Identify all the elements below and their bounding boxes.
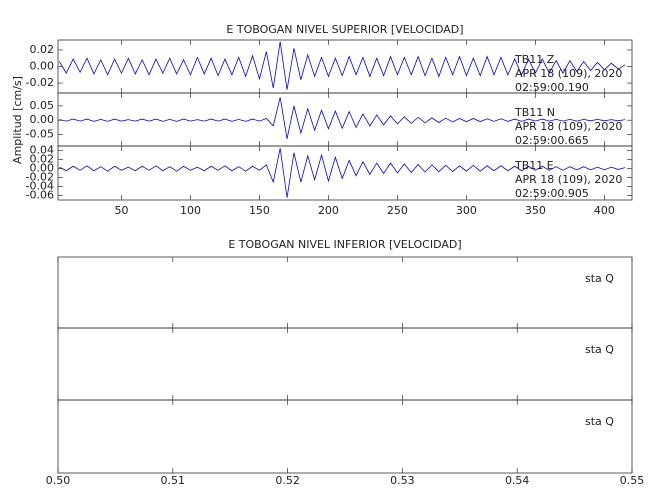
- y-tick-label: 0.00: [30, 113, 55, 126]
- x-tick-label: 0.55: [620, 474, 645, 487]
- x-tick-label: 300: [456, 204, 477, 217]
- y-tick-label: 0.04: [30, 144, 55, 157]
- waveform: [59, 97, 626, 139]
- panel-frame: [57, 327, 633, 401]
- annotation: TB11 Z: [514, 53, 555, 66]
- y-tick-label: 0.02: [30, 153, 55, 166]
- y-tick-label: 0.02: [30, 43, 55, 56]
- y-tick-label: 0.00: [30, 60, 55, 73]
- annotation: TB11 N: [514, 106, 555, 119]
- y-axis-label: Amplitud [cm/s]: [11, 76, 24, 164]
- x-tick-label: 400: [594, 204, 615, 217]
- y-tick-label: 0.05: [30, 99, 55, 112]
- chart-title: E TOBOGAN NIVEL SUPERIOR [VELOCIDAD]: [226, 23, 463, 36]
- x-tick-label: 200: [318, 204, 339, 217]
- waveform: [59, 148, 626, 198]
- y-tick-label: -0.02: [26, 171, 54, 184]
- waveform: [59, 41, 626, 90]
- chart-title: E TOBOGAN NIVEL INFERIOR [VELOCIDAD]: [228, 238, 461, 251]
- x-tick-label: 0.50: [46, 474, 71, 487]
- y-tick-label: -0.05: [26, 128, 54, 141]
- x-tick-label: 100: [180, 204, 201, 217]
- y-tick-label: 0.00: [30, 162, 55, 175]
- annotation: TB11 E: [514, 159, 554, 172]
- annotation: sta Q: [585, 415, 614, 428]
- annotation: APR 18 (109), 2020: [515, 173, 622, 186]
- x-tick-label: 0.53: [390, 474, 415, 487]
- x-tick-label: 0.54: [505, 474, 530, 487]
- y-tick-label: -0.04: [26, 180, 54, 193]
- annotation: 02:59:00.665: [515, 134, 589, 147]
- annotation: sta Q: [585, 272, 614, 285]
- x-tick-label: 150: [249, 204, 270, 217]
- x-tick-label: 350: [525, 204, 546, 217]
- panel-frame: [57, 256, 633, 329]
- annotation: APR 18 (109), 2020: [515, 67, 622, 80]
- x-tick-label: 50: [114, 204, 128, 217]
- x-tick-label: 0.52: [275, 474, 300, 487]
- panel-frame: [57, 145, 633, 201]
- panel-frame: [57, 399, 633, 474]
- y-tick-label: -0.06: [26, 189, 54, 202]
- x-tick-label: 0.51: [161, 474, 186, 487]
- annotation: 02:59:00.905: [515, 187, 589, 200]
- annotation: sta Q: [585, 343, 614, 356]
- x-tick-label: 250: [387, 204, 408, 217]
- annotation: 02:59:00.190: [515, 81, 589, 94]
- y-tick-label: -0.02: [26, 76, 54, 89]
- annotation: APR 18 (109), 2020: [515, 120, 622, 133]
